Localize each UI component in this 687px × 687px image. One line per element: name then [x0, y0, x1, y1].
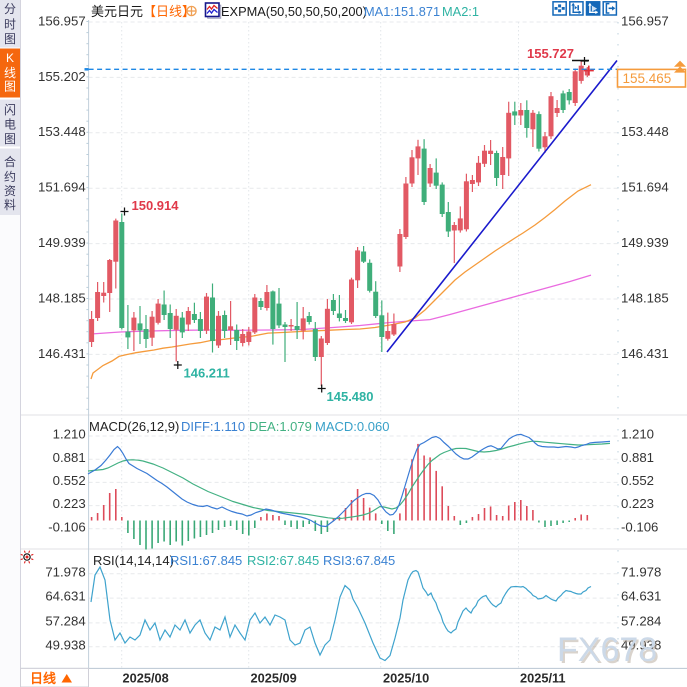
svg-text:FX678: FX678: [557, 631, 657, 669]
svg-text:分: 分: [4, 2, 16, 16]
svg-text:料: 料: [4, 198, 16, 212]
svg-text:资: 资: [4, 184, 16, 198]
svg-text:146.431: 146.431: [38, 346, 86, 361]
svg-text:146.211: 146.211: [184, 366, 230, 381]
svg-text:149.939: 149.939: [38, 235, 86, 250]
svg-text:电: 电: [4, 118, 16, 132]
svg-text:148.185: 148.185: [38, 290, 86, 305]
svg-text:156.957: 156.957: [621, 13, 669, 28]
svg-text:RSI(14,14,14): RSI(14,14,14): [93, 553, 174, 568]
svg-text:线: 线: [4, 66, 16, 80]
svg-text:图: 图: [4, 32, 16, 46]
svg-text:闪: 闪: [4, 103, 16, 117]
svg-text:FX678: FX678: [559, 633, 659, 671]
svg-text:150.914: 150.914: [132, 198, 180, 213]
svg-text:2025/10: 2025/10: [383, 671, 429, 686]
svg-text:71.978: 71.978: [45, 564, 85, 579]
svg-text:0.881: 0.881: [53, 450, 86, 465]
svg-text:1.210: 1.210: [53, 427, 86, 442]
svg-text:RSI1:67.845: RSI1:67.845: [170, 553, 242, 568]
svg-text:145.480: 145.480: [327, 389, 374, 404]
svg-text:155.465: 155.465: [623, 71, 672, 86]
svg-text:图: 图: [4, 132, 16, 146]
svg-text:155.727: 155.727: [527, 46, 574, 61]
svg-text:0.881: 0.881: [621, 450, 654, 465]
svg-text:151.694: 151.694: [38, 180, 86, 195]
svg-text:2025/11: 2025/11: [520, 671, 566, 686]
svg-text:合: 合: [4, 154, 16, 169]
svg-text:EXPMA(50,50,50,50,200): EXPMA(50,50,50,50,200): [221, 4, 367, 19]
svg-text:146.431: 146.431: [621, 346, 669, 361]
svg-text:49.938: 49.938: [45, 637, 85, 652]
svg-text:49.938: 49.938: [621, 637, 661, 652]
svg-text:148.185: 148.185: [621, 290, 669, 305]
svg-text:DIFF:1.110: DIFF:1.110: [181, 419, 245, 434]
svg-text:153.448: 153.448: [38, 124, 86, 139]
svg-text:RSI2:67.845: RSI2:67.845: [247, 553, 319, 568]
svg-text:64.631: 64.631: [621, 589, 661, 604]
svg-text:57.284: 57.284: [45, 614, 85, 629]
svg-text:71.978: 71.978: [621, 564, 661, 579]
svg-text:MACD(26,12,9): MACD(26,12,9): [89, 419, 179, 434]
svg-text:【日线】: 【日线】: [143, 4, 195, 19]
svg-text:DEA:1.079: DEA:1.079: [249, 419, 312, 434]
svg-text:美元日元: 美元日元: [91, 4, 143, 19]
svg-text:155.202: 155.202: [38, 69, 86, 84]
svg-text:时: 时: [4, 18, 16, 32]
svg-text:64.631: 64.631: [45, 589, 85, 604]
svg-text:149.939: 149.939: [621, 235, 669, 250]
svg-text:约: 约: [4, 169, 16, 184]
svg-text:MA2:1: MA2:1: [442, 4, 479, 19]
svg-text:1.210: 1.210: [621, 427, 654, 442]
svg-text:57.284: 57.284: [621, 614, 661, 629]
svg-text:2025/08: 2025/08: [123, 671, 169, 686]
svg-text:MACD:0.060: MACD:0.060: [315, 419, 389, 434]
svg-text:0.552: 0.552: [53, 473, 86, 488]
svg-text:图: 图: [4, 80, 16, 94]
svg-text:日线: 日线: [30, 671, 56, 686]
svg-text:-0.106: -0.106: [621, 519, 658, 534]
svg-text:2025/09: 2025/09: [251, 671, 297, 686]
svg-text:0.552: 0.552: [621, 473, 654, 488]
svg-text:0.223: 0.223: [53, 496, 86, 511]
svg-text:151.694: 151.694: [621, 180, 669, 195]
svg-text:K: K: [6, 51, 14, 65]
svg-text:153.448: 153.448: [621, 124, 669, 139]
svg-text:156.957: 156.957: [38, 13, 86, 28]
svg-text:0.223: 0.223: [621, 496, 654, 511]
svg-text:RSI3:67.845: RSI3:67.845: [323, 553, 395, 568]
svg-text:-0.106: -0.106: [48, 519, 85, 534]
svg-text:MA1:151.871: MA1:151.871: [364, 4, 440, 19]
